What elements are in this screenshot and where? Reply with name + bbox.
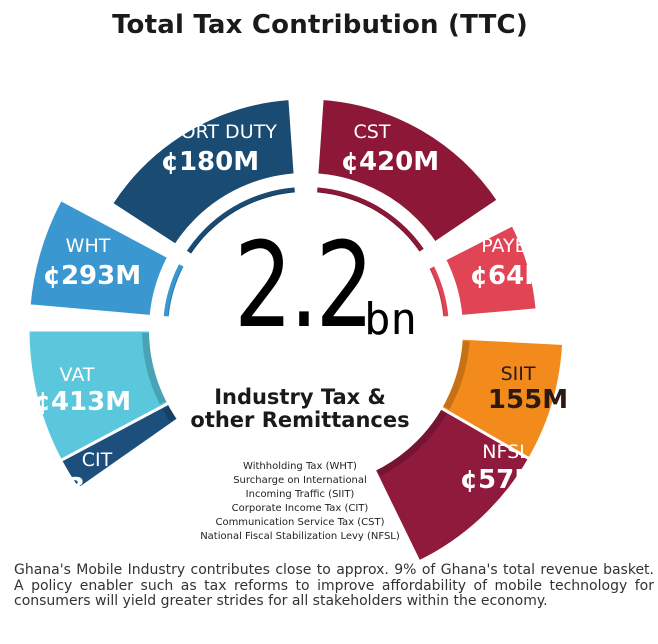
segment-cst-label: CST [354, 121, 391, 143]
legend-item: Corporate Income Tax (CIT) [231, 503, 369, 514]
segment-cit-label: CIT [82, 449, 113, 471]
legend-item: Surcharge on International [233, 475, 367, 486]
center-label: Industry Tax & other Remittances [160, 386, 440, 432]
segment-siit-value: 155M [488, 385, 568, 415]
center-ring [149, 173, 463, 487]
segment-paye-value: ¢64M [470, 261, 550, 291]
segment-import-duty-label: IMPORT DUTY [147, 121, 277, 143]
center-label-line-1: Industry Tax & [214, 385, 386, 409]
center-label-line-2: other Remittances [190, 408, 410, 432]
abbreviation-legend: Withholding Tax (WHT) Surcharge on Inter… [180, 460, 420, 544]
segment-siit-label: SIIT [501, 363, 536, 385]
legend-item: Incoming Traffic (SIIT) [245, 489, 355, 500]
legend-item: Withholding Tax (WHT) [243, 461, 357, 472]
segment-nfsl-label: NFSL [482, 441, 530, 463]
segment-wht-label: WHT [66, 235, 111, 257]
segment-paye-label: PAYE [481, 235, 526, 257]
segment-import-duty-value: ¢180M [161, 147, 259, 177]
total-amount: 2.2 [233, 216, 374, 354]
legend-item: Communication Service Tax (CST) [215, 517, 385, 528]
segment-wht-value: ¢293M [43, 261, 141, 291]
segment-cst-value: ¢420M [341, 147, 439, 177]
segment-cit: CIT¢343M [49, 398, 186, 503]
segment-nfsl-value: ¢57M [460, 465, 540, 495]
segment-cit-value: ¢343M [49, 473, 147, 503]
segment-vat-label: VAT [60, 364, 95, 386]
center-disc [168, 192, 444, 468]
segment-vat: VAT¢413M [26, 328, 176, 463]
segment-vat-value: ¢413M [33, 387, 131, 417]
legend-item: National Fiscal Stabilization Levy (NFSL… [200, 531, 400, 542]
page-title: Total Tax Contribution (TTC) [112, 10, 528, 40]
total-unit: bn [364, 294, 417, 345]
footer-description: Ghana's Mobile Industry contributes clos… [14, 562, 654, 609]
